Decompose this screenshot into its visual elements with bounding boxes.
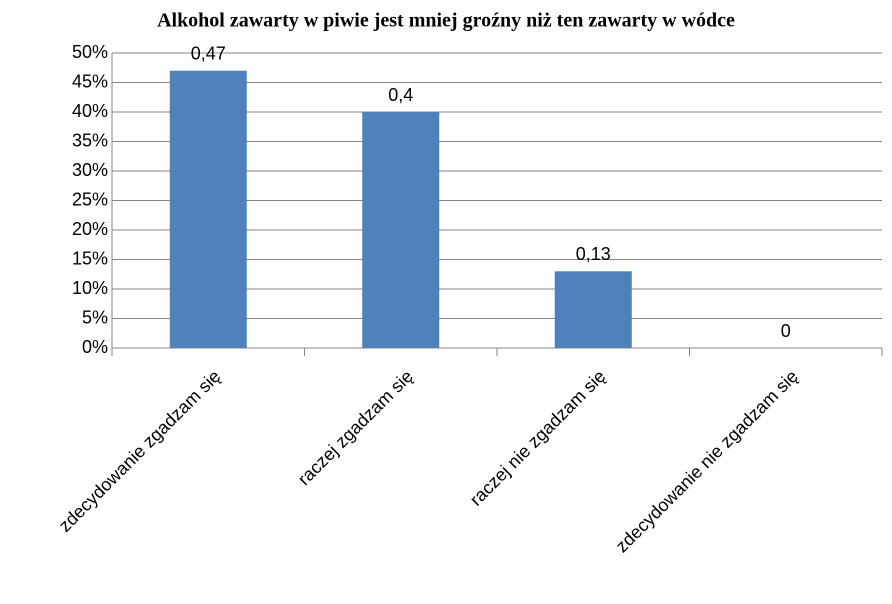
x-tick-label: zdecydowanie zgadzam się (55, 366, 225, 536)
data-label: 0,4 (388, 85, 413, 105)
bar (169, 70, 247, 348)
y-tick-label: 40% (72, 101, 108, 121)
y-tick-label: 30% (72, 160, 108, 180)
y-tick-label: 45% (72, 71, 108, 91)
y-tick-label: 5% (82, 307, 108, 327)
x-tick-label: zdecydowanie nie zgadzam się (612, 366, 802, 556)
bar (554, 271, 632, 348)
y-tick-label: 10% (72, 278, 108, 298)
y-tick-label: 25% (72, 189, 108, 209)
y-tick-label: 20% (72, 219, 108, 239)
data-label: 0 (781, 321, 791, 341)
data-label: 0,13 (576, 244, 611, 264)
data-label: 0,47 (191, 43, 226, 63)
y-tick-label: 0% (82, 337, 108, 357)
y-tick-label: 50% (72, 42, 108, 62)
x-tick-label: raczej nie zgadzam się (466, 366, 610, 510)
bar (362, 112, 440, 348)
y-tick-label: 35% (72, 130, 108, 150)
chart-title: Alkohol zawarty w piwie jest mniej groźn… (157, 10, 735, 32)
x-tick-label: raczej zgadzam się (294, 366, 417, 489)
y-tick-label: 15% (72, 248, 108, 268)
